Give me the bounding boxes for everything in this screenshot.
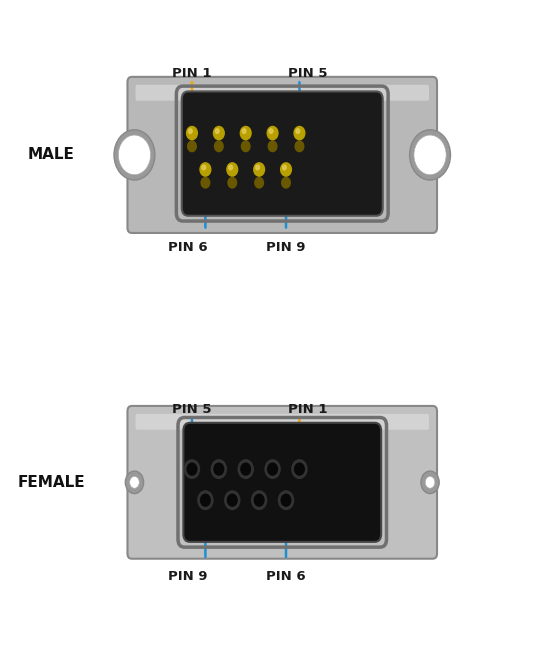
Circle shape: [216, 129, 219, 133]
Circle shape: [294, 127, 305, 139]
Text: PIN 9: PIN 9: [266, 241, 306, 254]
Circle shape: [125, 471, 143, 494]
Circle shape: [268, 463, 277, 475]
Circle shape: [187, 463, 197, 475]
Circle shape: [185, 460, 199, 478]
Circle shape: [414, 135, 446, 175]
Circle shape: [198, 491, 213, 510]
Circle shape: [281, 163, 292, 176]
Circle shape: [265, 460, 280, 478]
Circle shape: [296, 129, 300, 133]
Circle shape: [228, 177, 237, 188]
Text: PIN 6: PIN 6: [168, 241, 208, 254]
Circle shape: [242, 141, 250, 151]
Circle shape: [251, 491, 267, 510]
Circle shape: [268, 141, 277, 151]
FancyBboxPatch shape: [184, 423, 381, 542]
Circle shape: [425, 476, 435, 488]
Circle shape: [254, 163, 264, 176]
Circle shape: [201, 177, 210, 188]
Text: FEMALE: FEMALE: [17, 475, 85, 490]
Circle shape: [295, 463, 304, 475]
FancyBboxPatch shape: [182, 91, 383, 215]
Circle shape: [187, 127, 197, 139]
Circle shape: [241, 127, 251, 139]
Circle shape: [202, 165, 206, 170]
Circle shape: [409, 130, 451, 180]
Text: PIN 6: PIN 6: [266, 570, 306, 584]
Circle shape: [279, 491, 294, 510]
Circle shape: [421, 471, 439, 494]
Circle shape: [295, 141, 304, 151]
Circle shape: [211, 460, 226, 478]
Circle shape: [267, 127, 278, 139]
Circle shape: [188, 129, 192, 133]
Text: PIN 5: PIN 5: [288, 67, 328, 80]
Circle shape: [282, 177, 291, 188]
Circle shape: [269, 129, 273, 133]
Circle shape: [118, 135, 150, 175]
Circle shape: [229, 165, 232, 170]
Text: PIN 1: PIN 1: [288, 403, 328, 416]
Circle shape: [213, 127, 224, 139]
Circle shape: [242, 129, 246, 133]
Circle shape: [200, 163, 211, 176]
Text: PIN 5: PIN 5: [172, 403, 212, 416]
Circle shape: [256, 165, 260, 170]
FancyBboxPatch shape: [136, 85, 429, 101]
Circle shape: [214, 141, 223, 151]
FancyBboxPatch shape: [136, 414, 429, 430]
Circle shape: [255, 177, 263, 188]
Circle shape: [282, 165, 286, 170]
Text: PIN 1: PIN 1: [172, 67, 212, 80]
Circle shape: [254, 494, 264, 506]
Circle shape: [281, 494, 291, 506]
Circle shape: [130, 476, 140, 488]
Text: MALE: MALE: [28, 147, 74, 162]
Circle shape: [292, 460, 307, 478]
Circle shape: [200, 494, 210, 506]
Circle shape: [241, 463, 250, 475]
Circle shape: [188, 141, 196, 151]
Circle shape: [238, 460, 253, 478]
FancyBboxPatch shape: [128, 77, 437, 233]
FancyBboxPatch shape: [128, 406, 437, 559]
Circle shape: [227, 163, 238, 176]
Circle shape: [225, 491, 240, 510]
Circle shape: [114, 130, 155, 180]
Circle shape: [228, 494, 237, 506]
Circle shape: [214, 463, 224, 475]
Text: PIN 9: PIN 9: [168, 570, 208, 584]
